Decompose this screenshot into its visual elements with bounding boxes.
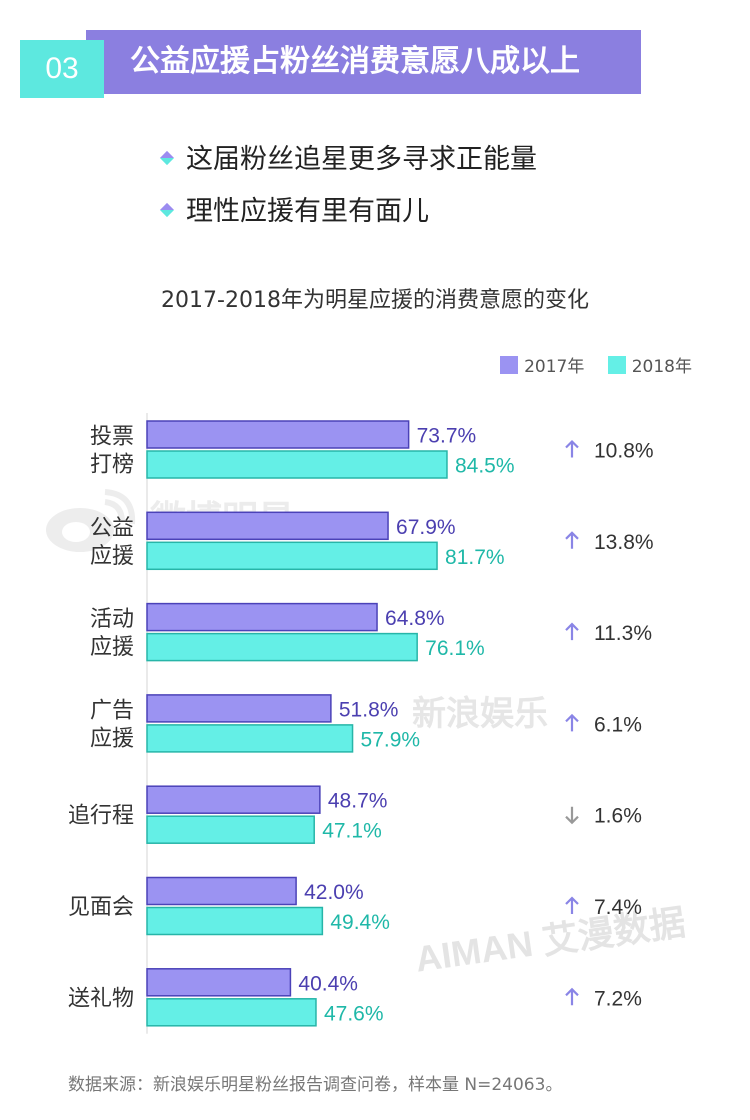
bar-2017	[146, 511, 389, 541]
bar-2018	[146, 815, 315, 844]
change-label: 13.8%	[594, 531, 654, 554]
legend-item-2018: 2018年	[607, 354, 692, 380]
bar-2017	[146, 968, 292, 997]
bar-value-label: 40.4%	[298, 972, 358, 995]
change-label: 6.1%	[594, 713, 642, 736]
bar-value-label: 42.0%	[304, 881, 364, 904]
bar-value-label: 73.7%	[417, 425, 477, 448]
legend-swatch-2018	[607, 356, 626, 374]
category-label: 公益	[90, 516, 134, 541]
bullet-item: 理性应援有里有面儿	[159, 192, 429, 232]
bar-2018	[146, 998, 317, 1027]
chart-legend: 2017年 2018年	[482, 354, 692, 380]
legend-label-2017: 2017年	[524, 357, 585, 377]
bar-value-label: 49.4%	[330, 911, 390, 934]
category-label: 追行程	[68, 804, 134, 829]
bar-value-label: 47.1%	[322, 820, 382, 843]
change-label: 7.2%	[594, 987, 642, 1010]
category-label: 活动	[90, 607, 134, 632]
bar-2017	[146, 876, 297, 906]
legend-label-2018: 2018年	[631, 357, 692, 377]
arrow-up-icon	[565, 987, 579, 1006]
bar-value-label: 48.7%	[328, 790, 388, 813]
bar-value-label: 57.9%	[361, 728, 421, 751]
category-label: 见面会	[68, 895, 134, 920]
sina-watermark-text: 新浪娱乐	[412, 695, 548, 733]
bar-value-label: 51.8%	[339, 698, 399, 721]
bar-2017	[146, 694, 332, 723]
bar-2018	[146, 450, 448, 479]
bullet-item: 这届粉丝追星更多寻求正能量	[159, 140, 537, 180]
arrow-up-icon	[565, 713, 579, 732]
bar-value-label: 81.7%	[445, 546, 505, 569]
section-title: 公益应援占粉丝消费意愿八成以上	[130, 44, 580, 79]
arrow-up-icon	[565, 439, 579, 458]
arrow-down-icon	[565, 806, 579, 825]
category-label: 广告	[90, 698, 134, 723]
bar-2018	[146, 541, 438, 571]
category-label: 应援	[90, 544, 134, 569]
bar-2018	[146, 906, 324, 936]
bullet-text: 这届粉丝追星更多寻求正能量	[186, 144, 537, 175]
bar-value-label: 84.5%	[455, 455, 515, 478]
bar-2017	[146, 420, 410, 449]
data-source-note: 数据来源：新浪娱乐明星粉丝报告调查问卷，样本量 N=24063。	[68, 1075, 563, 1095]
legend-swatch-2017	[500, 356, 519, 374]
bar-2017	[146, 785, 321, 814]
category-label: 应援	[90, 635, 134, 660]
bar-2017	[146, 602, 378, 632]
change-label: 10.8%	[594, 440, 654, 463]
header-title-bar	[86, 30, 641, 94]
weibo-logo-icon	[46, 489, 136, 552]
arrow-up-icon	[565, 531, 579, 549]
bullet-text: 理性应援有里有面儿	[186, 196, 429, 227]
category-label: 打榜	[90, 453, 134, 478]
change-label: 1.6%	[594, 805, 642, 828]
category-label: 送礼物	[68, 986, 134, 1011]
legend-item-2017: 2017年	[500, 354, 584, 380]
bar-2018	[146, 632, 418, 662]
bar-2018	[146, 724, 354, 753]
chart-title: 2017-2018年为明星应援的消费意愿的变化	[161, 288, 589, 313]
bar-value-label: 47.6%	[324, 1002, 384, 1025]
section-number-badge: 03	[20, 40, 104, 98]
category-label: 投票	[90, 425, 134, 450]
arrow-up-icon	[565, 896, 579, 914]
header-banner: 03 公益应援占粉丝消费意愿八成以上	[0, 0, 750, 110]
arrow-up-icon	[565, 622, 579, 641]
change-label: 7.4%	[594, 896, 642, 919]
bar-value-label: 76.1%	[425, 637, 485, 660]
bar-value-label: 67.9%	[396, 516, 456, 539]
bar-value-label: 64.8%	[385, 607, 445, 630]
change-label: 11.3%	[594, 622, 652, 645]
weibo-watermark	[30, 488, 140, 563]
category-label: 应援	[90, 726, 134, 751]
